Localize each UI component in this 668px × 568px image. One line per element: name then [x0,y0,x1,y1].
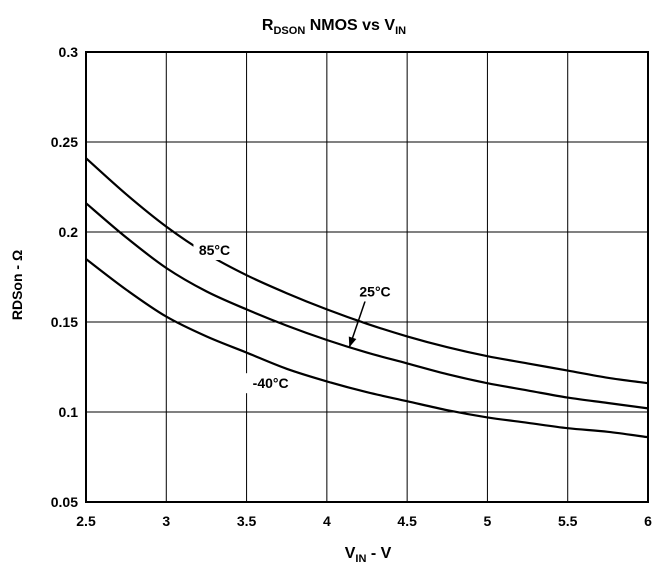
series-line--40c [85,258,649,439]
x-tick-label: 5.5 [558,513,578,529]
x-tick-label: 4.5 [397,513,417,529]
y-tick-label: 0.25 [51,134,78,150]
chart-title-sub2: IN [395,25,406,37]
y-tick-label: 0.2 [59,224,79,240]
x-axis-label-sub: IN [355,553,366,565]
x-tick-label: 4 [323,513,331,529]
annotation-label-bg [193,240,236,260]
annotation-label-bg [354,281,397,302]
annotation-arrow-head [348,336,357,348]
series-line-85c [85,157,649,385]
series-line-25c [85,202,649,410]
grid [85,51,649,503]
plot-frame [85,51,649,503]
annotations: 85°C 25°C -40°C [193,240,397,394]
annotation-label-bg [245,373,297,394]
x-axis-label: VIN - V [345,545,392,565]
y-tick-label: 0.05 [51,494,78,510]
chart-title: RDSON NMOS vs VIN [262,17,406,37]
x-tick-label: 5 [484,513,492,529]
series [85,157,649,439]
x-axis-label-rest: - V [366,545,391,562]
y-tick-label: 0.15 [51,314,78,330]
chart-title-main: R [262,17,274,34]
chart-title-sub: DSON [273,25,305,37]
x-axis-label-main: V [345,545,356,562]
x-tick-label: 3.5 [237,513,257,529]
annotation-label: 85°C [199,242,230,258]
x-tick-label: 2.5 [76,513,96,529]
annotation-label: -40°C [253,375,289,391]
y-tick-label: 0.3 [59,44,79,60]
y-tick-label: 0.1 [59,404,79,420]
y-axis-label: RDSon - Ω [9,250,25,320]
x-tick-label: 6 [644,513,652,529]
tick-labels: 2.5 3 3.5 4 4.5 5 5.5 6 0.05 0.1 0.15 0.2 0.25 0.3 [51,44,652,529]
x-tick-label: 3 [162,513,170,529]
chart-title-rest: NMOS vs V [305,17,395,34]
annotation-label: 25°C [359,283,390,299]
